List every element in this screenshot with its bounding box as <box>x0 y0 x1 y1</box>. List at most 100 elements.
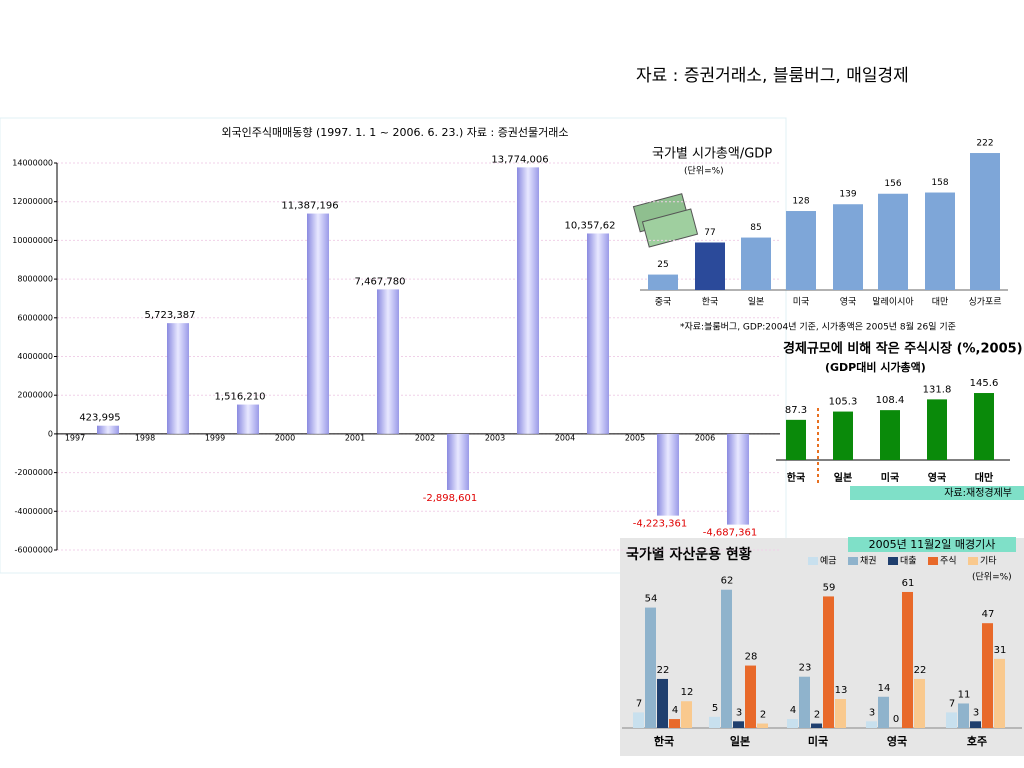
bar <box>799 676 810 728</box>
bar <box>974 393 994 460</box>
x-tick-label: 한국 <box>787 472 805 484</box>
value-label: 158 <box>931 178 948 188</box>
value-label: 7 <box>636 698 642 709</box>
value-label: 59 <box>823 582 836 593</box>
bar <box>517 167 539 434</box>
bar <box>835 699 846 728</box>
bar <box>880 410 900 460</box>
bar <box>927 399 947 460</box>
x-tick-label: 일본 <box>730 734 750 748</box>
bar <box>878 696 889 728</box>
value-label: 11,387,196 <box>281 201 338 212</box>
value-label: 108.4 <box>876 395 905 406</box>
value-label: 12 <box>681 687 694 698</box>
bar <box>681 701 692 728</box>
bar <box>982 623 993 728</box>
legend-label: 대출 <box>900 556 917 567</box>
value-label: 105.3 <box>829 397 858 408</box>
bar <box>669 719 680 728</box>
value-label: 7 <box>949 698 955 709</box>
chart-title: 외국인주식매매동향 (1997. 1. 1 ~ 2006. 6. 23.) 자료… <box>221 126 568 139</box>
legend-swatch <box>968 557 978 565</box>
y-tick-label: -2000000 <box>14 468 53 477</box>
bar <box>787 719 798 728</box>
bar <box>970 721 981 728</box>
bar <box>695 242 725 290</box>
x-tick-label: 일본 <box>834 471 852 484</box>
x-tick-label: 말레이시아 <box>872 296 914 308</box>
value-label: 13,774,006 <box>491 154 548 165</box>
value-label: 25 <box>657 260 668 270</box>
bar <box>447 433 469 490</box>
y-tick-label: 14000000 <box>12 159 53 168</box>
value-label: 10,357,62 <box>565 220 616 231</box>
value-label: 28 <box>745 652 758 663</box>
bar <box>377 289 399 434</box>
x-tick-label: 1998 <box>135 433 155 442</box>
y-tick-label: -4000000 <box>14 507 53 516</box>
bar <box>958 703 969 728</box>
bar <box>914 678 925 728</box>
value-label: 47 <box>982 609 995 620</box>
value-label: 54 <box>645 594 658 605</box>
bar <box>946 712 957 728</box>
x-tick-label: 호주 <box>967 734 987 748</box>
x-tick-label: 대만 <box>932 297 949 308</box>
money-icon <box>632 193 699 248</box>
bar <box>925 192 955 290</box>
value-label: -4,223,361 <box>633 519 688 530</box>
bar <box>902 591 913 728</box>
bar <box>811 723 822 728</box>
x-tick-label: 대만 <box>975 471 994 484</box>
note-box <box>850 486 1024 500</box>
x-tick-label: 2006 <box>695 433 715 442</box>
y-tick-label: 6000000 <box>17 313 53 322</box>
bar <box>745 665 756 728</box>
x-tick-label: 영국 <box>887 735 907 748</box>
source: 자료 : 증권거래소, 블룸버그, 매일경제 <box>636 66 909 86</box>
value-label: 7,467,780 <box>355 276 406 287</box>
bar <box>587 233 609 434</box>
y-tick-label: 10000000 <box>12 236 53 245</box>
x-tick-label: 2000 <box>275 433 295 442</box>
value-label: 5 <box>712 703 718 714</box>
x-tick-label: 싱가포르 <box>968 297 1001 308</box>
value-label: 87.3 <box>785 405 807 416</box>
bar <box>833 411 853 460</box>
x-tick-label: 2003 <box>485 433 505 442</box>
chart-subtitle: (단위=%) <box>684 166 724 177</box>
y-tick-label: 4000000 <box>17 352 53 361</box>
header-box <box>848 537 1016 552</box>
bar <box>657 433 679 516</box>
value-label: 14 <box>878 683 891 694</box>
value-label: 4 <box>790 705 796 716</box>
value-label: 85 <box>750 223 761 233</box>
value-label: 131.8 <box>923 384 952 395</box>
x-tick-label: 영국 <box>840 297 857 308</box>
chart-subtitle: (단위=%) <box>972 572 1012 583</box>
value-label: 3 <box>869 707 875 718</box>
bar <box>727 433 749 525</box>
value-label: 1,516,210 <box>215 392 266 403</box>
value-label: 2 <box>760 710 766 721</box>
legend-label: 예금 <box>820 556 837 567</box>
chart-title: 경제규모에 비해 작은 주식시장 (%,2005) <box>783 341 1023 357</box>
chart-title: 국가별 자산운용 현황 <box>626 546 752 563</box>
x-tick-label: 미국 <box>793 297 810 308</box>
chart-note: 자료:재정경제부 <box>944 486 1012 499</box>
bar <box>307 213 329 434</box>
x-tick-label: 2005 <box>625 433 645 442</box>
y-tick-label: -6000000 <box>14 546 53 555</box>
bar <box>97 425 119 434</box>
value-label: -2,898,601 <box>423 493 478 504</box>
value-label: 22 <box>914 665 927 676</box>
bar <box>709 716 720 728</box>
bar <box>237 404 259 434</box>
bar <box>823 596 834 728</box>
x-tick-label: 2002 <box>415 433 435 442</box>
value-label: -4,687,361 <box>703 528 758 539</box>
y-tick-label: 2000000 <box>17 391 53 400</box>
legend-swatch <box>848 557 858 565</box>
bar <box>757 723 768 728</box>
value-label: 222 <box>976 139 993 149</box>
